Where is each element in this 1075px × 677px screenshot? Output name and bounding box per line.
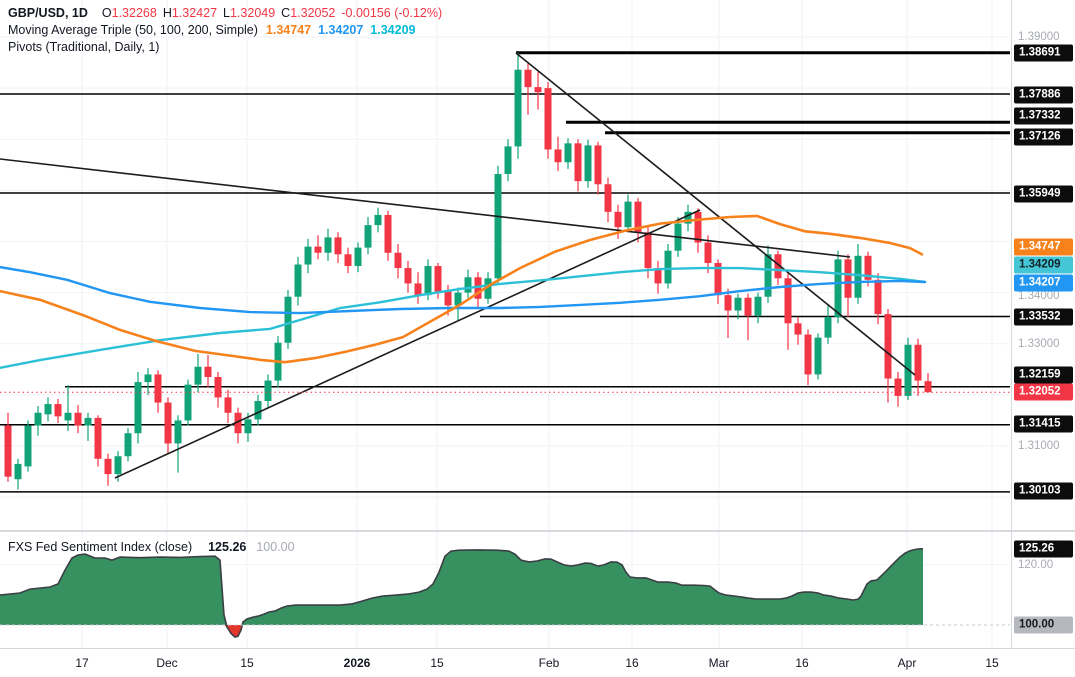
ma100-line[interactable] — [0, 265, 927, 315]
open-value: 1.32268 — [111, 6, 157, 20]
ma200-line[interactable] — [0, 266, 927, 369]
pivot-level-lines[interactable] — [0, 51, 1010, 493]
price-tick: 1.33000 — [1018, 338, 1060, 350]
trendlines[interactable] — [0, 52, 916, 479]
price-axis[interactable]: 1.39000 1.34000 1.33000 1.31000 120.00 1.3869… — [1011, 0, 1075, 648]
price-label: 1.31415 — [1014, 415, 1073, 433]
high-value: 1.32427 — [171, 6, 218, 20]
ma50-value: 1.34747 — [265, 23, 312, 37]
ma200-value: 1.34209 — [370, 23, 416, 37]
sentiment-legend[interactable]: FXS Fed Sentiment Index (close) 125.26 100… — [8, 540, 295, 554]
price-tick: 1.34000 — [1018, 290, 1060, 302]
legend-ma-row[interactable]: Moving Average Triple (50, 100, 200, Sim… — [8, 22, 442, 39]
price-label: 1.37332 — [1014, 107, 1073, 125]
chart-canvas[interactable]: GBP/USD, 1D O1.32268 H1.32427 L1.32049 C1.32… — [0, 0, 1011, 648]
time-tick: 15 — [240, 656, 254, 670]
price-tick: 120.00 — [1018, 559, 1054, 571]
time-axis[interactable]: 17 Dec 15 2026 15 Feb 16 Mar 16 Apr 15 — [0, 648, 1075, 677]
time-tick: 15 — [430, 656, 444, 670]
low-key: L — [223, 6, 230, 20]
close-value: 1.32052 — [290, 6, 336, 20]
time-tick: Feb — [538, 656, 560, 670]
open-key: O — [101, 6, 112, 20]
price-label: 1.37886 — [1014, 86, 1073, 104]
pivots-indicator-title: Pivots (Traditional, Daily, 1) — [8, 40, 160, 54]
time-tick: 16 — [795, 656, 809, 670]
price-label: 1.38691 — [1014, 44, 1073, 62]
time-tick: 17 — [75, 656, 89, 670]
time-tick: 2026 — [343, 656, 371, 670]
time-tick: Mar — [708, 656, 730, 670]
pane-divider[interactable] — [0, 530, 1075, 532]
price-label: 125.26 — [1014, 540, 1073, 558]
price-label: 1.34209 — [1014, 256, 1073, 274]
price-tick: 1.31000 — [1018, 440, 1060, 452]
time-tick: Dec — [156, 656, 178, 670]
change-value: -0.00156 (-0.12%) — [341, 6, 443, 20]
symbol-title: GBP/USD, 1D — [8, 6, 88, 20]
time-tick: 15 — [985, 656, 999, 670]
price-label: 1.35949 — [1014, 185, 1073, 203]
ma-indicator-title: Moving Average Triple (50, 100, 200, Sim… — [8, 23, 258, 37]
candlestick-series[interactable] — [4, 52, 932, 490]
legend-symbol-row[interactable]: GBP/USD, 1D O1.32268 H1.32427 L1.32049 C1.32… — [8, 5, 442, 22]
legend-pivots-row[interactable]: Pivots (Traditional, Daily, 1) — [8, 39, 442, 56]
sentiment-baseline-value: 100.00 — [256, 540, 295, 554]
price-label: 1.32052 — [1014, 383, 1073, 401]
price-label: 1.32159 — [1014, 366, 1073, 384]
main-legend: GBP/USD, 1D O1.32268 H1.32427 L1.32049 C1.32… — [8, 5, 442, 56]
high-key: H — [162, 6, 172, 20]
price-label: 1.34207 — [1014, 274, 1073, 292]
sentiment-value: 125.26 — [208, 540, 247, 554]
ma100-value: 1.34207 — [318, 23, 364, 37]
sentiment-title: FXS Fed Sentiment Index (close) — [8, 540, 193, 554]
low-value: 1.32049 — [229, 6, 276, 20]
price-label: 100.00 — [1014, 616, 1073, 634]
ma50-line[interactable] — [0, 214, 924, 364]
price-tick: 1.39000 — [1018, 31, 1060, 43]
sentiment-area-series[interactable] — [0, 548, 924, 638]
price-label: 1.30103 — [1014, 482, 1073, 500]
price-label: 1.33532 — [1014, 308, 1073, 326]
price-label: 1.34747 — [1014, 238, 1073, 256]
time-tick: Apr — [897, 656, 917, 670]
price-label: 1.37126 — [1014, 128, 1073, 146]
time-tick: 16 — [625, 656, 639, 670]
chart-svg[interactable] — [0, 0, 1011, 648]
close-key: C — [281, 6, 291, 20]
